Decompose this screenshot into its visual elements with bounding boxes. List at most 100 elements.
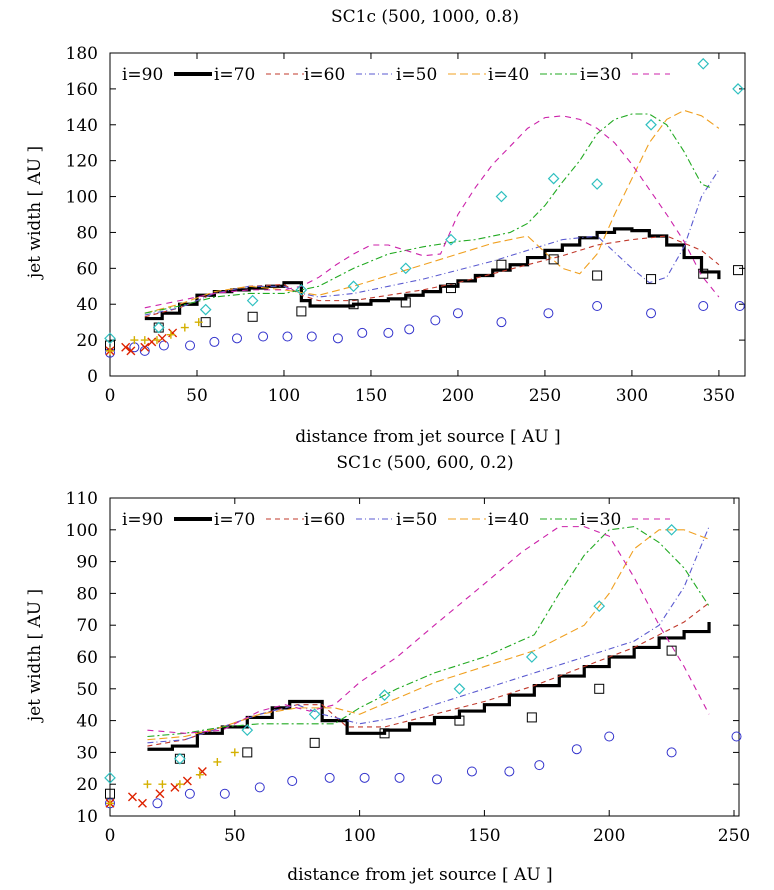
series-line-i60 xyxy=(147,526,710,744)
data-point-square xyxy=(445,283,456,294)
data-point-circle xyxy=(306,331,317,342)
data-point-square xyxy=(526,712,537,723)
data-point-circle xyxy=(404,324,415,335)
data-point-circle xyxy=(534,760,545,771)
data-point-circle xyxy=(232,333,242,344)
data-point-circle xyxy=(466,766,477,777)
x-tick-label: 200 xyxy=(442,386,474,406)
legend-label: i=40 xyxy=(488,65,529,85)
x-tick-label: 250 xyxy=(718,826,750,846)
y-tick-label: 30 xyxy=(76,743,98,763)
y-axis-label: jet width [ AU ] xyxy=(25,589,45,723)
legend-label: i=90 xyxy=(122,510,163,530)
legend-label: i=30 xyxy=(580,510,621,530)
data-point-circle xyxy=(430,315,441,326)
data-point-square xyxy=(594,683,605,694)
data-point-circle xyxy=(105,798,115,809)
x-tick-label: 50 xyxy=(224,826,246,846)
legend-label: i=70 xyxy=(214,65,255,85)
legend-label: i=50 xyxy=(396,510,437,530)
legend-label: i=50 xyxy=(396,65,437,85)
data-point-square xyxy=(379,728,390,739)
plot-frame xyxy=(109,497,740,817)
data-point-cross xyxy=(182,776,192,786)
data-point-diamond xyxy=(453,682,466,695)
data-point-circle xyxy=(185,340,196,351)
data-point-circle xyxy=(282,331,293,342)
y-tick-label: 160 xyxy=(66,80,98,100)
data-point-circle xyxy=(287,776,298,787)
y-tick-label: 110 xyxy=(66,489,98,509)
data-point-diamond xyxy=(174,752,186,765)
data-point-circle xyxy=(698,301,709,312)
series-line-i90 xyxy=(147,622,711,751)
chart-title: SC1c (500, 600, 0.2) xyxy=(336,453,513,473)
data-point-plus xyxy=(106,799,114,808)
data-point-circle xyxy=(452,308,463,319)
data-point-square xyxy=(592,270,603,281)
data-point-diamond xyxy=(547,172,560,185)
x-tick-label: 250 xyxy=(529,386,561,406)
y-tick-label: 0 xyxy=(87,367,98,387)
data-point-cross xyxy=(137,798,147,808)
y-tick-label: 40 xyxy=(76,712,98,732)
y-tick-label: 60 xyxy=(76,648,98,668)
data-point-square xyxy=(400,297,411,308)
data-point-diamond xyxy=(104,771,116,784)
legend-label: i=40 xyxy=(488,510,529,530)
y-axis-label: jet width [ AU ] xyxy=(25,146,45,280)
y-tick-label: 80 xyxy=(76,223,98,243)
data-point-cross xyxy=(126,346,136,356)
x-axis-label: distance from jet source [ AU ] xyxy=(295,427,560,447)
y-tick-label: 100 xyxy=(66,188,98,208)
y-tick-label: 140 xyxy=(66,116,98,136)
series-line-i60 xyxy=(144,169,720,316)
data-point-square xyxy=(666,645,677,656)
y-tick-label: 20 xyxy=(76,775,98,795)
data-point-square xyxy=(733,265,744,276)
data-point-square xyxy=(646,274,657,285)
x-tick-label: 100 xyxy=(268,386,300,406)
data-point-plus xyxy=(180,323,189,332)
data-point-circle xyxy=(731,731,742,742)
data-point-circle xyxy=(359,772,370,783)
data-point-square xyxy=(496,259,507,270)
data-point-square xyxy=(698,268,709,279)
data-point-diamond xyxy=(495,190,508,203)
data-point-cross xyxy=(168,328,178,338)
data-point-diamond xyxy=(645,118,657,131)
data-point-circle xyxy=(734,301,745,312)
x-tick-label: 150 xyxy=(355,386,387,406)
data-point-circle xyxy=(332,333,343,344)
data-point-plus xyxy=(195,770,204,779)
x-axis-label: distance from jet source [ AU ] xyxy=(287,865,552,885)
data-point-diamond xyxy=(732,83,744,95)
data-point-circle xyxy=(357,327,368,338)
data-point-circle xyxy=(394,772,405,783)
x-tick-label: 100 xyxy=(343,826,375,846)
x-tick-label: 150 xyxy=(468,826,500,846)
data-point-plus xyxy=(230,748,239,757)
top-chart: SC1c (500, 1000, 0.8) distance from jet … xyxy=(25,7,746,447)
y-tick-label: 10 xyxy=(76,807,98,827)
series-line-i50 xyxy=(147,529,710,741)
bottom-chart: SC1c (500, 600, 0.2) distance from jet s… xyxy=(25,453,750,885)
data-point-diamond xyxy=(241,724,254,736)
data-point-circle xyxy=(219,788,230,799)
data-point-plus xyxy=(140,336,149,345)
data-point-circle xyxy=(324,772,335,783)
data-point-circle xyxy=(496,317,507,328)
y-tick-label: 70 xyxy=(76,616,98,636)
data-point-plus xyxy=(143,780,152,789)
x-tick-label: 200 xyxy=(593,826,625,846)
data-point-square xyxy=(247,311,258,322)
data-point-square xyxy=(153,322,164,333)
data-point-circle xyxy=(646,308,657,319)
x-tick-label: 50 xyxy=(186,386,208,406)
data-point-circle xyxy=(543,308,554,319)
x-tick-label: 350 xyxy=(703,386,735,406)
data-point-plus xyxy=(213,757,222,766)
data-point-diamond xyxy=(399,262,412,275)
data-point-circle xyxy=(258,331,269,342)
